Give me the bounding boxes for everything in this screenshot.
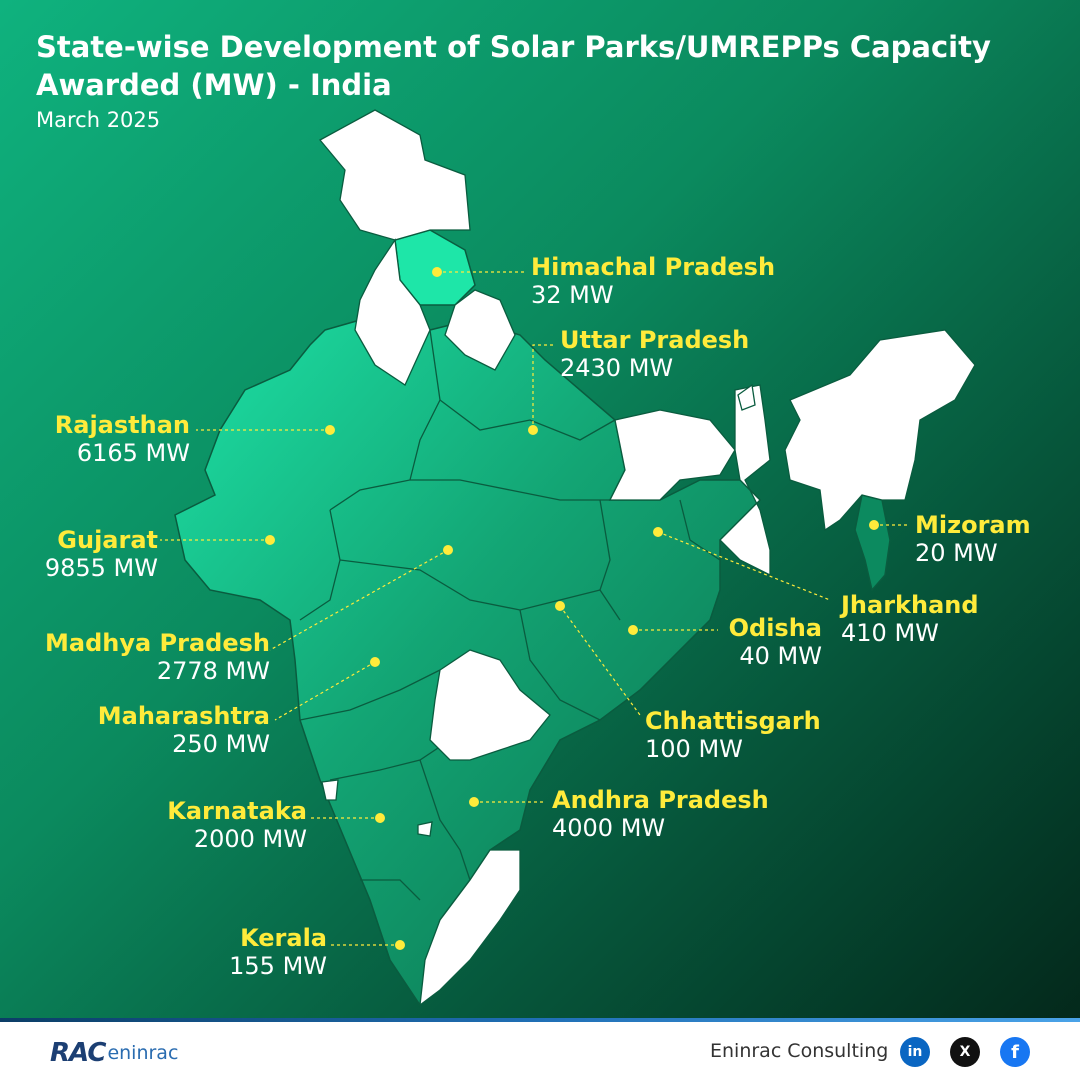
label-jharkhand: Jharkhand 410 MW — [841, 591, 979, 647]
rajasthan-dot — [325, 425, 335, 435]
puducherry-shape — [417, 821, 433, 837]
madhya-pradesh-dot — [443, 545, 453, 555]
state-name: Uttar Pradesh — [560, 326, 750, 354]
label-rajasthan: Rajasthan 6165 MW — [54, 411, 190, 467]
label-karnataka: Karnataka 2000 MW — [167, 797, 307, 853]
state-value: 40 MW — [739, 641, 822, 670]
india-map — [160, 109, 976, 1007]
state-name: Andhra Pradesh — [552, 786, 769, 814]
label-mizoram: Mizoram 20 MW — [915, 511, 1031, 567]
state-value: 250 MW — [172, 729, 270, 758]
state-name: Rajasthan — [54, 411, 190, 439]
state-value: 155 MW — [229, 951, 327, 980]
state-name: Kerala — [240, 924, 327, 952]
sikkim-shape — [737, 383, 756, 411]
chhattisgarh-dot — [555, 601, 565, 611]
state-value: 6165 MW — [76, 438, 190, 467]
non-highlighted-states — [318, 109, 976, 1007]
andhra-pradesh-dot — [469, 797, 479, 807]
telangana-shape — [429, 649, 551, 761]
himachal-pradesh-dot — [432, 267, 442, 277]
state-name: Madhya Pradesh — [45, 629, 270, 657]
state-boundaries — [299, 329, 721, 901]
state-value: 2000 MW — [193, 824, 307, 853]
bihar-bengal-shape — [608, 409, 736, 501]
state-name: Karnataka — [167, 797, 307, 825]
state-value: 32 MW — [531, 280, 614, 309]
footer: RAC eninrac Eninrac Consulting in X f — [0, 1022, 1080, 1080]
facebook-icon[interactable]: f — [1000, 1037, 1030, 1067]
page-title: State-wise Development of Solar Parks/UM… — [36, 30, 991, 102]
state-name: Gujarat — [57, 526, 158, 554]
uttarakhand-shape — [444, 289, 516, 371]
label-madhya-pradesh: Madhya Pradesh 2778 MW — [45, 629, 270, 685]
state-value: 4000 MW — [552, 813, 666, 842]
state-name: Jharkhand — [841, 591, 979, 619]
maharashtra-dot — [370, 657, 380, 667]
label-gujarat: Gujarat 9855 MW — [44, 526, 158, 582]
state-value: 9855 MW — [44, 553, 158, 582]
state-name: Chhattisgarh — [645, 707, 821, 735]
label-odisha: Odisha 40 MW — [728, 614, 822, 670]
label-uttar-pradesh: Uttar Pradesh 2430 MW — [560, 326, 750, 382]
state-name: Maharashtra — [97, 702, 270, 730]
jharkhand-dot — [653, 527, 663, 537]
footer-accent-bar — [0, 1018, 1080, 1024]
jammu-kashmir-shape — [318, 109, 471, 241]
state-name: Mizoram — [915, 511, 1031, 539]
logo-rac-text: RAC — [50, 1038, 106, 1068]
state-value: 2778 MW — [156, 656, 270, 685]
state-dots — [265, 267, 879, 950]
logo-eninrac-text: eninrac — [107, 1042, 179, 1064]
label-himachal-pradesh: Himachal Pradesh 32 MW — [531, 253, 776, 309]
state-value: 2430 MW — [560, 353, 674, 382]
punjab-haryana-shape — [354, 238, 431, 386]
uttar-pradesh-dot — [528, 425, 538, 435]
state-value: 100 MW — [645, 734, 743, 763]
mizoram-shape — [854, 494, 891, 592]
karnataka-dot — [375, 813, 385, 823]
label-kerala: Kerala 155 MW — [229, 924, 327, 980]
leader-lines — [160, 271, 910, 946]
eninrac-logo: RAC eninrac — [50, 1036, 178, 1070]
state-name: Himachal Pradesh — [531, 253, 776, 281]
northeast-shape — [784, 329, 976, 532]
page-subtitle: March 2025 — [36, 108, 161, 132]
x-icon[interactable]: X — [950, 1037, 980, 1067]
goa-shape — [321, 779, 339, 801]
gujarat-dot — [265, 535, 275, 545]
odisha-dot — [628, 625, 638, 635]
tamil-nadu-shape — [419, 849, 521, 1007]
state-value: 410 MW — [841, 618, 939, 647]
west-bengal-shape — [719, 384, 771, 577]
label-andhra-pradesh: Andhra Pradesh 4000 MW — [552, 786, 769, 842]
company-name: Eninrac Consulting — [710, 1040, 889, 1062]
mizoram-dot — [869, 520, 879, 530]
state-name: Odisha — [728, 614, 822, 642]
state-value: 20 MW — [915, 538, 998, 567]
label-maharashtra: Maharashtra 250 MW — [97, 702, 270, 758]
label-chhattisgarh: Chhattisgarh 100 MW — [645, 707, 821, 763]
kerala-dot — [395, 940, 405, 950]
linkedin-icon[interactable]: in — [900, 1037, 930, 1067]
